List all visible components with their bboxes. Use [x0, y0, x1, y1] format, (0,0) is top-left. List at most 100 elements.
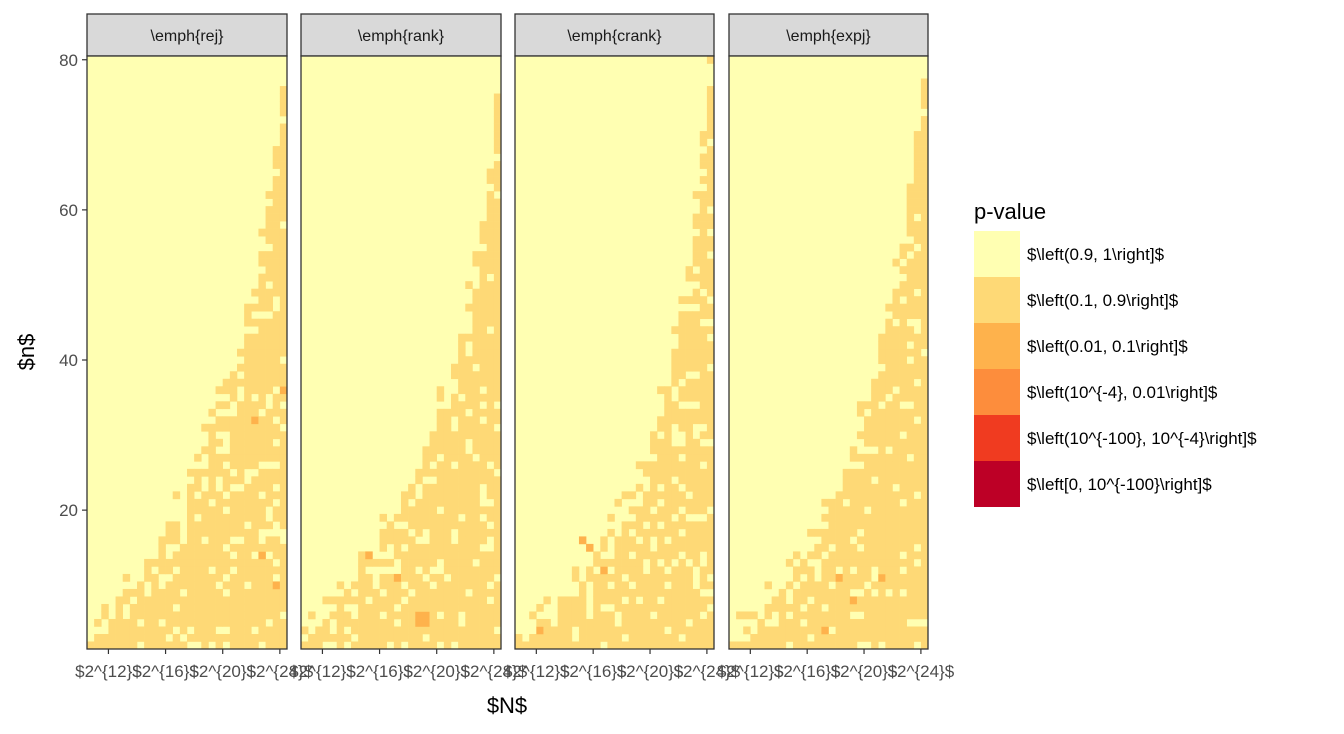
heatmap-cell [878, 581, 886, 590]
heatmap-cell [222, 453, 231, 462]
heatmap-cell [108, 633, 116, 642]
heatmap-cell [593, 551, 601, 560]
heatmap-cell [472, 618, 480, 627]
heatmap-cell [678, 318, 686, 327]
heatmap-cell [699, 446, 708, 455]
heatmap-cell [265, 333, 274, 342]
heatmap-cell [458, 408, 466, 417]
heatmap-cell [678, 626, 686, 635]
heatmap-cell [706, 543, 715, 552]
heatmap-cell [864, 468, 872, 477]
heatmap-cell [913, 348, 922, 357]
heatmap-cell [920, 198, 929, 207]
heatmap-cell [158, 536, 166, 545]
heatmap-cell [465, 483, 473, 492]
heatmap-cell [764, 581, 772, 590]
heatmap-cell [472, 393, 480, 402]
heatmap-cell [443, 581, 452, 590]
heatmap-cell [479, 228, 488, 237]
heatmap-cell [208, 551, 216, 560]
heatmap-cell [920, 183, 929, 192]
heatmap-cell [265, 611, 274, 620]
heatmap-cell [222, 618, 231, 627]
heatmap-cell [115, 626, 124, 635]
heatmap-cell [408, 536, 416, 545]
heatmap-cell [828, 551, 836, 560]
heatmap-cell [807, 618, 815, 627]
heatmap-cell [244, 438, 252, 447]
heatmap-cell [372, 633, 380, 642]
heatmap-cell [856, 468, 865, 477]
heatmap-cell [642, 551, 651, 560]
heatmap-cell [429, 611, 438, 620]
heatmap-cell [842, 468, 851, 477]
heatmap-cell [920, 363, 929, 372]
heatmap-cell [486, 558, 495, 567]
heatmap-cell [600, 626, 608, 635]
heatmap-cell [358, 566, 366, 575]
heatmap-cell [536, 641, 544, 650]
legend-entry-label: $\left(10^{-100}, 10^{-4}\right]$ [1027, 429, 1257, 448]
heatmap-cell [429, 431, 438, 440]
heatmap-cell [472, 408, 480, 417]
heatmap-cell [899, 326, 907, 335]
heatmap-cell [172, 521, 181, 530]
heatmap-cell [685, 416, 693, 425]
heatmap-cell [835, 528, 844, 537]
heatmap-cell [706, 513, 715, 522]
heatmap-cell [472, 513, 480, 522]
heatmap-cell [678, 371, 686, 380]
heatmap-cell [372, 558, 380, 567]
heatmap-cell [892, 461, 900, 470]
heatmap-cell [436, 603, 445, 612]
heatmap-cell [692, 393, 701, 402]
heatmap-cell [165, 536, 174, 545]
heatmap-cell [685, 326, 693, 335]
heatmap-cell [451, 513, 459, 522]
heatmap-cell [913, 401, 922, 410]
legend-key [974, 415, 1020, 461]
heatmap-cell [408, 566, 416, 575]
heatmap-cell [685, 431, 693, 440]
heatmap-cell [493, 108, 502, 117]
heatmap-cell [451, 611, 459, 620]
heatmap-cell [607, 641, 615, 650]
heatmap-cell [685, 506, 693, 515]
heatmap-cell [222, 483, 231, 492]
heatmap-cell [906, 528, 915, 537]
heatmap-cell [892, 393, 900, 402]
heatmap-cell [443, 618, 452, 627]
heatmap-cell [265, 356, 274, 365]
heatmap-cell [251, 641, 259, 650]
heatmap-cell [828, 573, 836, 582]
heatmap-cell [692, 588, 701, 597]
heatmap-cell [272, 611, 281, 620]
heatmap-cell [571, 596, 580, 605]
heatmap-cell [892, 588, 900, 597]
heatmap-cell [229, 558, 238, 567]
heatmap-cell [635, 558, 644, 567]
heatmap-cell [842, 633, 851, 642]
heatmap-cell [486, 423, 495, 432]
heatmap-cell [179, 551, 188, 560]
heatmap-cell [871, 498, 879, 507]
heatmap-cell [179, 581, 188, 590]
heatmap-cell [699, 161, 708, 169]
heatmap-cell [920, 318, 929, 327]
heatmap-cell [472, 641, 480, 650]
heatmap-cell [237, 431, 245, 440]
y-tick-label: 80 [59, 51, 78, 70]
heatmap-cell [635, 566, 644, 575]
heatmap-cell [208, 423, 216, 432]
heatmap-cell [892, 476, 900, 485]
heatmap-cell [208, 468, 216, 477]
heatmap-cell [614, 588, 622, 597]
heatmap-cell [920, 176, 929, 184]
heatmap-cell [906, 393, 915, 402]
heatmap-cell [315, 641, 323, 650]
heatmap-cell [899, 618, 907, 627]
heatmap-cell [920, 498, 929, 507]
heatmap-cell [443, 558, 452, 567]
heatmap-cell [892, 573, 900, 582]
heatmap-cell [920, 603, 929, 612]
